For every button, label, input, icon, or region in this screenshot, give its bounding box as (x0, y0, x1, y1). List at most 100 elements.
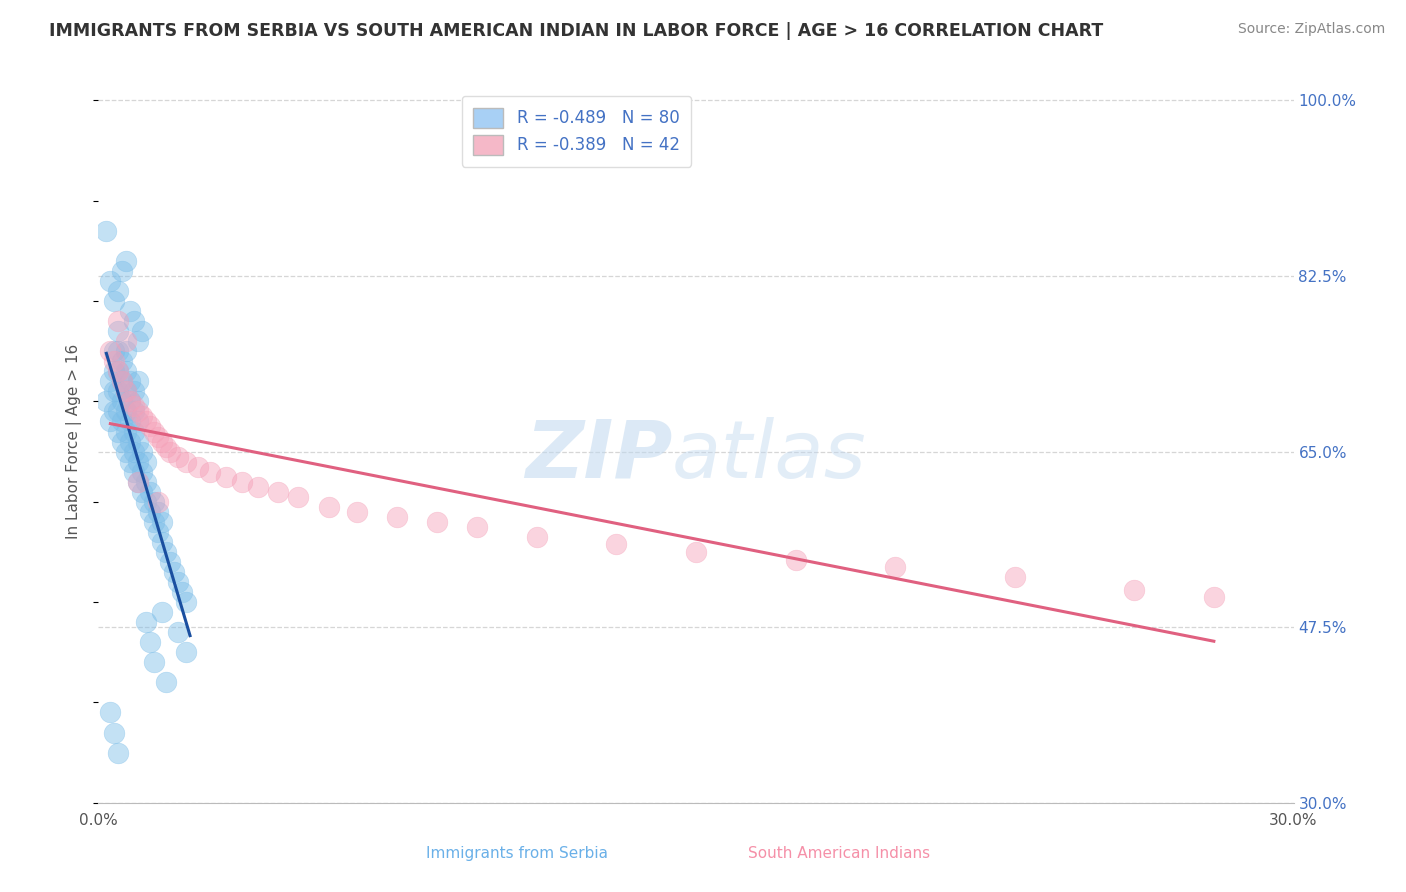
Text: IMMIGRANTS FROM SERBIA VS SOUTH AMERICAN INDIAN IN LABOR FORCE | AGE > 16 CORREL: IMMIGRANTS FROM SERBIA VS SOUTH AMERICAN… (49, 22, 1104, 40)
Point (127, 434, 149, 449)
Point (103, 725, 125, 739)
Point (107, 425, 129, 439)
Point (159, 444, 181, 458)
Point (150, 515, 173, 529)
Point (187, 459, 209, 474)
Point (107, 746, 129, 760)
Point (107, 344, 129, 359)
Point (115, 384, 138, 399)
Point (115, 444, 138, 458)
Point (107, 364, 129, 378)
Point (131, 409, 153, 424)
Point (231, 475, 253, 489)
Point (98, 374, 122, 388)
Point (150, 434, 173, 449)
Point (127, 414, 149, 428)
Point (526, 530, 548, 544)
Point (139, 484, 162, 499)
Point (124, 465, 146, 479)
Point (605, 537, 627, 551)
Point (1004, 570, 1026, 584)
Point (115, 384, 138, 399)
Point (115, 364, 138, 378)
Point (98, 706, 122, 720)
Point (155, 440, 177, 454)
Text: South American Indians: South American Indians (748, 847, 931, 861)
Point (135, 454, 157, 468)
Point (143, 494, 166, 508)
Point (115, 344, 138, 359)
Point (115, 253, 138, 268)
Point (174, 645, 197, 659)
Point (135, 494, 157, 508)
Point (98, 414, 122, 428)
Text: Immigrants from Serbia: Immigrants from Serbia (426, 847, 607, 861)
Point (143, 425, 166, 439)
Point (139, 505, 162, 519)
Point (124, 400, 146, 414)
Point (318, 500, 340, 514)
Point (111, 374, 134, 388)
Point (167, 450, 190, 464)
Point (346, 505, 368, 519)
Point (148, 524, 170, 539)
Point (135, 475, 157, 489)
Point (174, 595, 197, 609)
Text: ZIP: ZIP (524, 417, 672, 495)
Point (1123, 583, 1146, 598)
Point (103, 344, 125, 359)
Point (172, 585, 194, 599)
Point (139, 419, 162, 434)
Point (287, 490, 309, 504)
Point (148, 429, 170, 443)
Point (155, 675, 177, 690)
Point (174, 454, 197, 468)
Point (685, 545, 707, 559)
Point (107, 384, 129, 399)
Point (167, 574, 190, 589)
Text: atlas: atlas (672, 417, 868, 495)
Point (111, 414, 134, 428)
Point (96, 224, 118, 238)
Point (167, 625, 190, 640)
Point (155, 545, 177, 559)
Point (785, 553, 807, 567)
Point (120, 304, 142, 318)
Point (135, 615, 157, 630)
Point (103, 354, 125, 368)
Point (246, 480, 269, 494)
Point (120, 394, 142, 409)
Point (215, 469, 238, 483)
Point (159, 555, 181, 569)
Point (107, 364, 129, 378)
Text: Source: ZipAtlas.com: Source: ZipAtlas.com (1237, 22, 1385, 37)
Point (103, 404, 125, 418)
Point (465, 520, 488, 534)
Point (103, 293, 125, 308)
Point (131, 324, 153, 338)
Point (120, 394, 142, 409)
Point (198, 465, 221, 479)
Point (124, 384, 146, 399)
Point (148, 494, 170, 508)
Point (103, 384, 125, 399)
Point (127, 404, 149, 418)
Point (1202, 590, 1225, 604)
Point (107, 284, 129, 298)
Point (131, 444, 153, 458)
Point (163, 565, 186, 579)
Point (96, 394, 118, 409)
Point (120, 454, 142, 468)
Point (124, 444, 146, 458)
Point (127, 475, 149, 489)
Point (124, 425, 146, 439)
Legend: R = -0.489   N = 80, R = -0.389   N = 42: R = -0.489 N = 80, R = -0.389 N = 42 (461, 95, 692, 167)
Point (127, 394, 149, 409)
Point (107, 324, 129, 338)
Point (111, 354, 134, 368)
Point (111, 434, 134, 449)
Point (127, 334, 149, 348)
Point (103, 364, 125, 378)
Point (124, 314, 146, 328)
Point (139, 635, 162, 649)
